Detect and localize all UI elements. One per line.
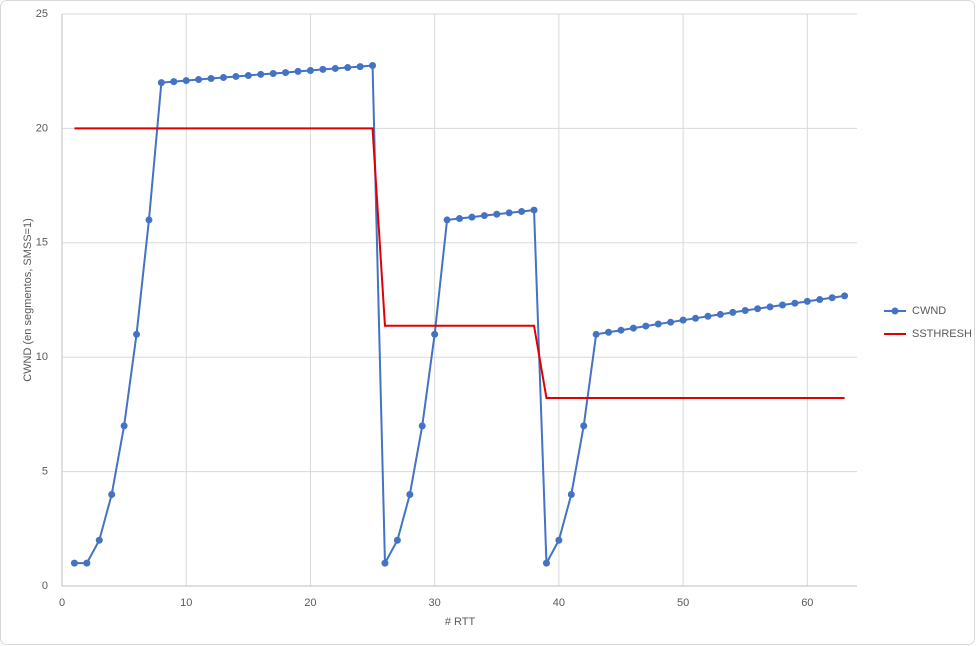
data-point	[108, 490, 116, 498]
data-point	[754, 305, 762, 313]
data-point	[170, 78, 178, 86]
data-point	[530, 206, 538, 214]
data-point	[580, 422, 588, 430]
data-point	[841, 292, 849, 300]
data-point	[828, 294, 836, 302]
data-point	[679, 316, 687, 324]
data-point	[816, 296, 824, 304]
y-tick-label: 5	[42, 466, 48, 478]
data-point	[344, 64, 352, 72]
data-point	[567, 490, 575, 498]
data-point	[319, 65, 327, 73]
data-point	[232, 72, 240, 80]
data-point	[592, 330, 600, 338]
data-point	[219, 73, 227, 81]
data-point	[704, 312, 712, 320]
y-tick-label: 25	[36, 8, 48, 20]
data-point	[741, 307, 749, 315]
x-tick-label: 30	[429, 597, 441, 609]
data-point	[207, 75, 215, 83]
data-point	[120, 422, 128, 430]
data-point	[269, 69, 277, 77]
legend-label: CWND	[912, 305, 946, 317]
x-tick-label: 50	[677, 597, 689, 609]
data-point	[443, 216, 451, 224]
data-point	[716, 310, 724, 318]
data-point	[145, 216, 153, 224]
data-point	[605, 328, 613, 336]
data-point	[629, 324, 637, 332]
data-point	[493, 210, 501, 218]
y-tick-label: 10	[36, 351, 48, 363]
x-tick-label: 60	[801, 597, 813, 609]
data-point	[356, 63, 364, 71]
data-point	[518, 207, 526, 215]
y-tick-label: 0	[42, 580, 48, 592]
data-point	[468, 213, 476, 221]
y-tick-label: 15	[36, 237, 48, 249]
data-point	[766, 303, 774, 311]
x-tick-label: 0	[59, 597, 65, 609]
data-point	[692, 314, 700, 322]
x-tick-label: 10	[180, 597, 192, 609]
data-point	[654, 320, 662, 328]
data-point	[70, 559, 78, 567]
data-point	[157, 79, 165, 87]
data-point	[803, 297, 811, 305]
data-point	[406, 490, 414, 498]
legend-marker	[891, 307, 899, 315]
data-point	[480, 212, 488, 220]
data-point	[418, 422, 426, 430]
x-axis-label: # RTT	[445, 616, 476, 628]
data-point	[83, 559, 91, 567]
data-point	[667, 318, 675, 326]
y-tick-label: 20	[36, 122, 48, 134]
data-point	[244, 72, 252, 80]
data-point	[257, 70, 265, 78]
data-point	[791, 299, 799, 307]
data-point	[456, 215, 463, 223]
data-point	[555, 536, 563, 544]
x-tick-label: 20	[304, 597, 316, 609]
y-axis-label: CWND (en segmentos, SMSS=1)	[22, 218, 34, 382]
data-point	[369, 61, 377, 69]
data-point	[306, 67, 314, 75]
x-tick-label: 40	[553, 597, 565, 609]
data-point	[182, 77, 190, 85]
data-point	[542, 559, 550, 567]
data-point	[381, 559, 389, 567]
data-point	[95, 536, 103, 544]
data-point	[294, 67, 302, 75]
data-point	[729, 308, 737, 316]
data-point	[282, 69, 290, 77]
data-point	[617, 326, 625, 334]
data-point	[133, 330, 141, 338]
data-point	[331, 64, 339, 72]
series-line	[74, 127, 845, 400]
data-point	[642, 322, 650, 330]
data-point	[393, 536, 401, 544]
data-point	[431, 330, 439, 338]
data-point	[778, 301, 786, 309]
legend-label: SSTHRESH	[912, 328, 972, 340]
data-point	[505, 209, 513, 217]
data-point	[195, 76, 203, 84]
